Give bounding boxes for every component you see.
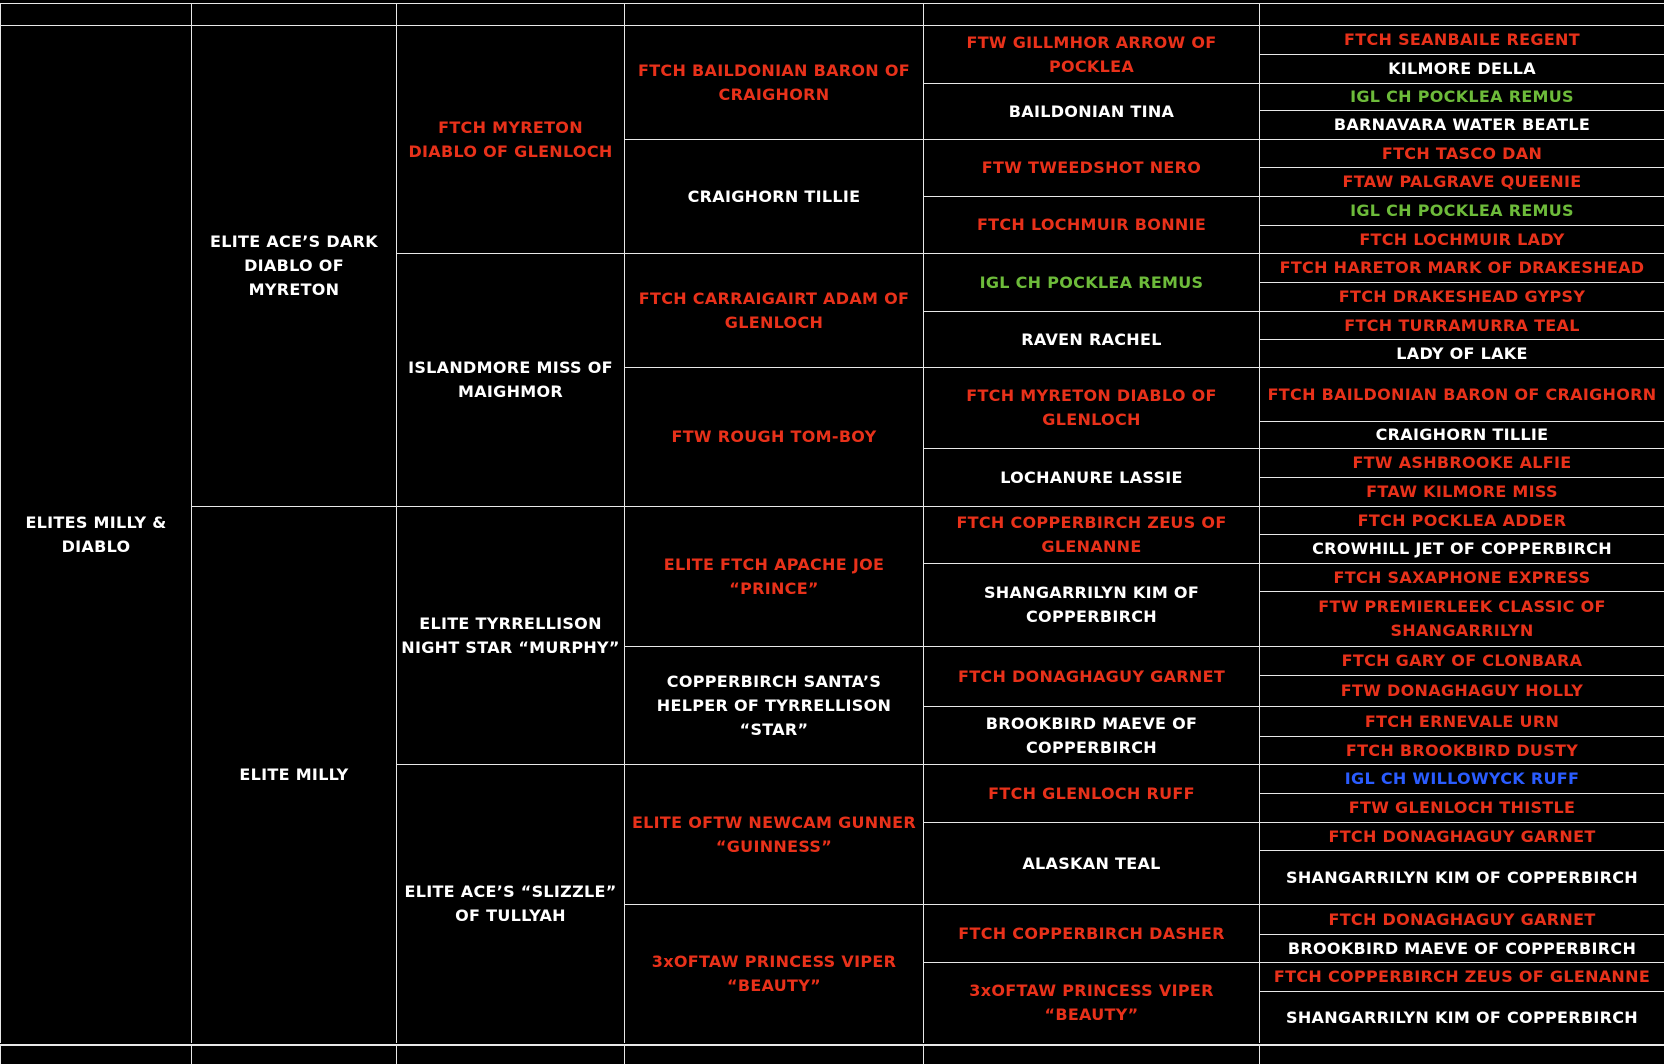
pedigree-cell-gen6: FTAW KILMORE MISS (1259, 477, 1664, 506)
pedigree-cell-gen5: FTCH GLENLOCH RUFF (923, 764, 1259, 822)
footer-cell (0, 1044, 191, 1064)
pedigree-cell-gen3: FTCH MYRETON DIABLO OF GLENLOCH (396, 25, 624, 253)
pedigree-cell-gen6: FTCH SAXAPHONE EXPRESS (1259, 563, 1664, 591)
pedigree-cell-gen4: FTCH BAILDONIAN BARON OF CRAIGHORN (624, 25, 923, 139)
pedigree-cell-gen5: FTCH LOCHMUIR BONNIE (923, 196, 1259, 253)
pedigree-cell-gen6: FTCH TURRAMURRA TEAL (1259, 311, 1664, 339)
pedigree-cell-gen6: IGL CH POCKLEA REMUS (1259, 83, 1664, 110)
pedigree-cell-gen5: FTCH COPPERBIRCH ZEUS OF GLENANNE (923, 506, 1259, 563)
header-cell (0, 3, 191, 26)
pedigree-cell-gen6: FTCH DONAGHAGUY GARNET (1259, 822, 1664, 850)
pedigree-cell-gen6: FTAW PALGRAVE QUEENIE (1259, 167, 1664, 196)
pedigree-cell-gen6: FTCH DRAKESHEAD GYPSY (1259, 282, 1664, 311)
pedigree-cell-gen6: FTW DONAGHAGUY HOLLY (1259, 675, 1664, 706)
pedigree-cell-gen3: ELITE TYRRELLISON NIGHT STAR “MURPHY” (396, 506, 624, 764)
footer-cell (191, 1044, 396, 1064)
pedigree-cell-gen5: BAILDONIAN TINA (923, 83, 1259, 139)
pedigree-cell-gen4: COPPERBIRCH SANTA’S HELPER OF TYRRELLISO… (624, 646, 923, 764)
pedigree-cell-gen6: CROWHILL JET OF COPPERBIRCH (1259, 534, 1664, 563)
pedigree-cell-gen5: LOCHANURE LASSIE (923, 448, 1259, 506)
footer-cell (624, 1044, 923, 1064)
pedigree-cell-gen5: RAVEN RACHEL (923, 311, 1259, 367)
footer-cell (923, 1044, 1259, 1064)
pedigree-cell-gen5: FTW TWEEDSHOT NERO (923, 139, 1259, 196)
pedigree-cell-gen6: FTCH LOCHMUIR LADY (1259, 225, 1664, 253)
pedigree-cell-gen3: ISLANDMORE MISS OF MAIGHMOR (396, 253, 624, 506)
header-cell (624, 3, 923, 26)
grid-bottom-line (0, 1044, 1664, 1046)
header-cell (1259, 3, 1664, 26)
pedigree-cell-gen6: CRAIGHORN TILLIE (1259, 421, 1664, 448)
pedigree-cell-gen6: BROOKBIRD MAEVE OF COPPERBIRCH (1259, 934, 1664, 962)
pedigree-cell-gen5: FTCH DONAGHAGUY GARNET (923, 646, 1259, 706)
pedigree-cell-gen6: FTCH BAILDONIAN BARON OF CRAIGHORN (1259, 367, 1664, 421)
pedigree-cell-gen4: ELITE OFTW NEWCAM GUNNER “GUINNESS” (624, 764, 923, 904)
header-cell (923, 3, 1259, 26)
pedigree-cell-gen6: LADY OF LAKE (1259, 339, 1664, 367)
pedigree-cell-gen6: FTCH ERNEVALE URN (1259, 706, 1664, 736)
pedigree-cell-gen6: FTCH BROOKBIRD DUSTY (1259, 736, 1664, 764)
pedigree-cell-gen6: IGL CH POCKLEA REMUS (1259, 196, 1664, 225)
pedigree-cell-gen5: FTCH MYRETON DIABLO OF GLENLOCH (923, 367, 1259, 448)
pedigree-cell-gen5: BROOKBIRD MAEVE OF COPPERBIRCH (923, 706, 1259, 764)
pedigree-cell-gen4: ELITE FTCH APACHE JOE “PRINCE” (624, 506, 923, 646)
pedigree-cell-gen5: IGL CH POCKLEA REMUS (923, 253, 1259, 311)
pedigree-cell-gen4: FTCH CARRAIGAIRT ADAM OF GLENLOCH (624, 253, 923, 367)
footer-cell (396, 1044, 624, 1064)
pedigree-cell-gen6: FTW ASHBROOKE ALFIE (1259, 448, 1664, 477)
pedigree-cell-gen5: FTW GILLMHOR ARROW OF POCKLEA (923, 25, 1259, 83)
pedigree-cell-gen6: FTCH SEANBAILE REGENT (1259, 25, 1664, 54)
pedigree-cell-gen6: FTCH GARY OF CLONBARA (1259, 646, 1664, 675)
pedigree-cell-gen5: FTCH COPPERBIRCH DASHER (923, 904, 1259, 962)
pedigree-cell-gen3: ELITE ACE’S “SLIZZLE” OF TULLYAH (396, 764, 624, 1043)
pedigree-cell-gen2: ELITE MILLY (191, 506, 396, 1043)
pedigree-cell-gen6: FTCH TASCO DAN (1259, 139, 1664, 167)
pedigree-cell-gen6: FTCH POCKLEA ADDER (1259, 506, 1664, 534)
header-cell (396, 3, 624, 26)
pedigree-cell-gen4: FTW ROUGH TOM-BOY (624, 367, 923, 506)
pedigree-cell-gen6: FTW PREMIERLEEK CLASSIC OF SHANGARRILYN (1259, 591, 1664, 646)
header-cell (191, 3, 396, 26)
pedigree-cell-gen1: ELITES MILLY & DIABLO (0, 25, 191, 1043)
pedigree-cell-gen4: CRAIGHORN TILLIE (624, 139, 923, 253)
pedigree-cell-gen5: ALASKAN TEAL (923, 822, 1259, 904)
pedigree-cell-gen2: ELITE ACE’S DARK DIABLO OF MYRETON (191, 25, 396, 506)
pedigree-cell-gen4: 3xOFTAW PRINCESS VIPER “BEAUTY” (624, 904, 923, 1043)
pedigree-cell-gen5: 3xOFTAW PRINCESS VIPER “BEAUTY” (923, 962, 1259, 1043)
pedigree-cell-gen6: FTW GLENLOCH THISTLE (1259, 793, 1664, 822)
pedigree-cell-gen6: IGL CH WILLOWYCK RUFF (1259, 764, 1664, 793)
pedigree-cell-gen6: SHANGARRILYN KIM OF COPPERBIRCH (1259, 850, 1664, 904)
pedigree-cell-gen6: FTCH DONAGHAGUY GARNET (1259, 904, 1664, 934)
pedigree-cell-gen6: SHANGARRILYN KIM OF COPPERBIRCH (1259, 991, 1664, 1043)
pedigree-cell-gen5: SHANGARRILYN KIM OF COPPERBIRCH (923, 563, 1259, 646)
footer-cell (1259, 1044, 1664, 1064)
pedigree-cell-gen6: KILMORE DELLA (1259, 54, 1664, 83)
pedigree-cell-gen6: FTCH HARETOR MARK OF DRAKESHEAD (1259, 253, 1664, 282)
pedigree-cell-gen6: FTCH COPPERBIRCH ZEUS OF GLENANNE (1259, 962, 1664, 991)
pedigree-cell-gen6: BARNAVARA WATER BEATLE (1259, 110, 1664, 139)
